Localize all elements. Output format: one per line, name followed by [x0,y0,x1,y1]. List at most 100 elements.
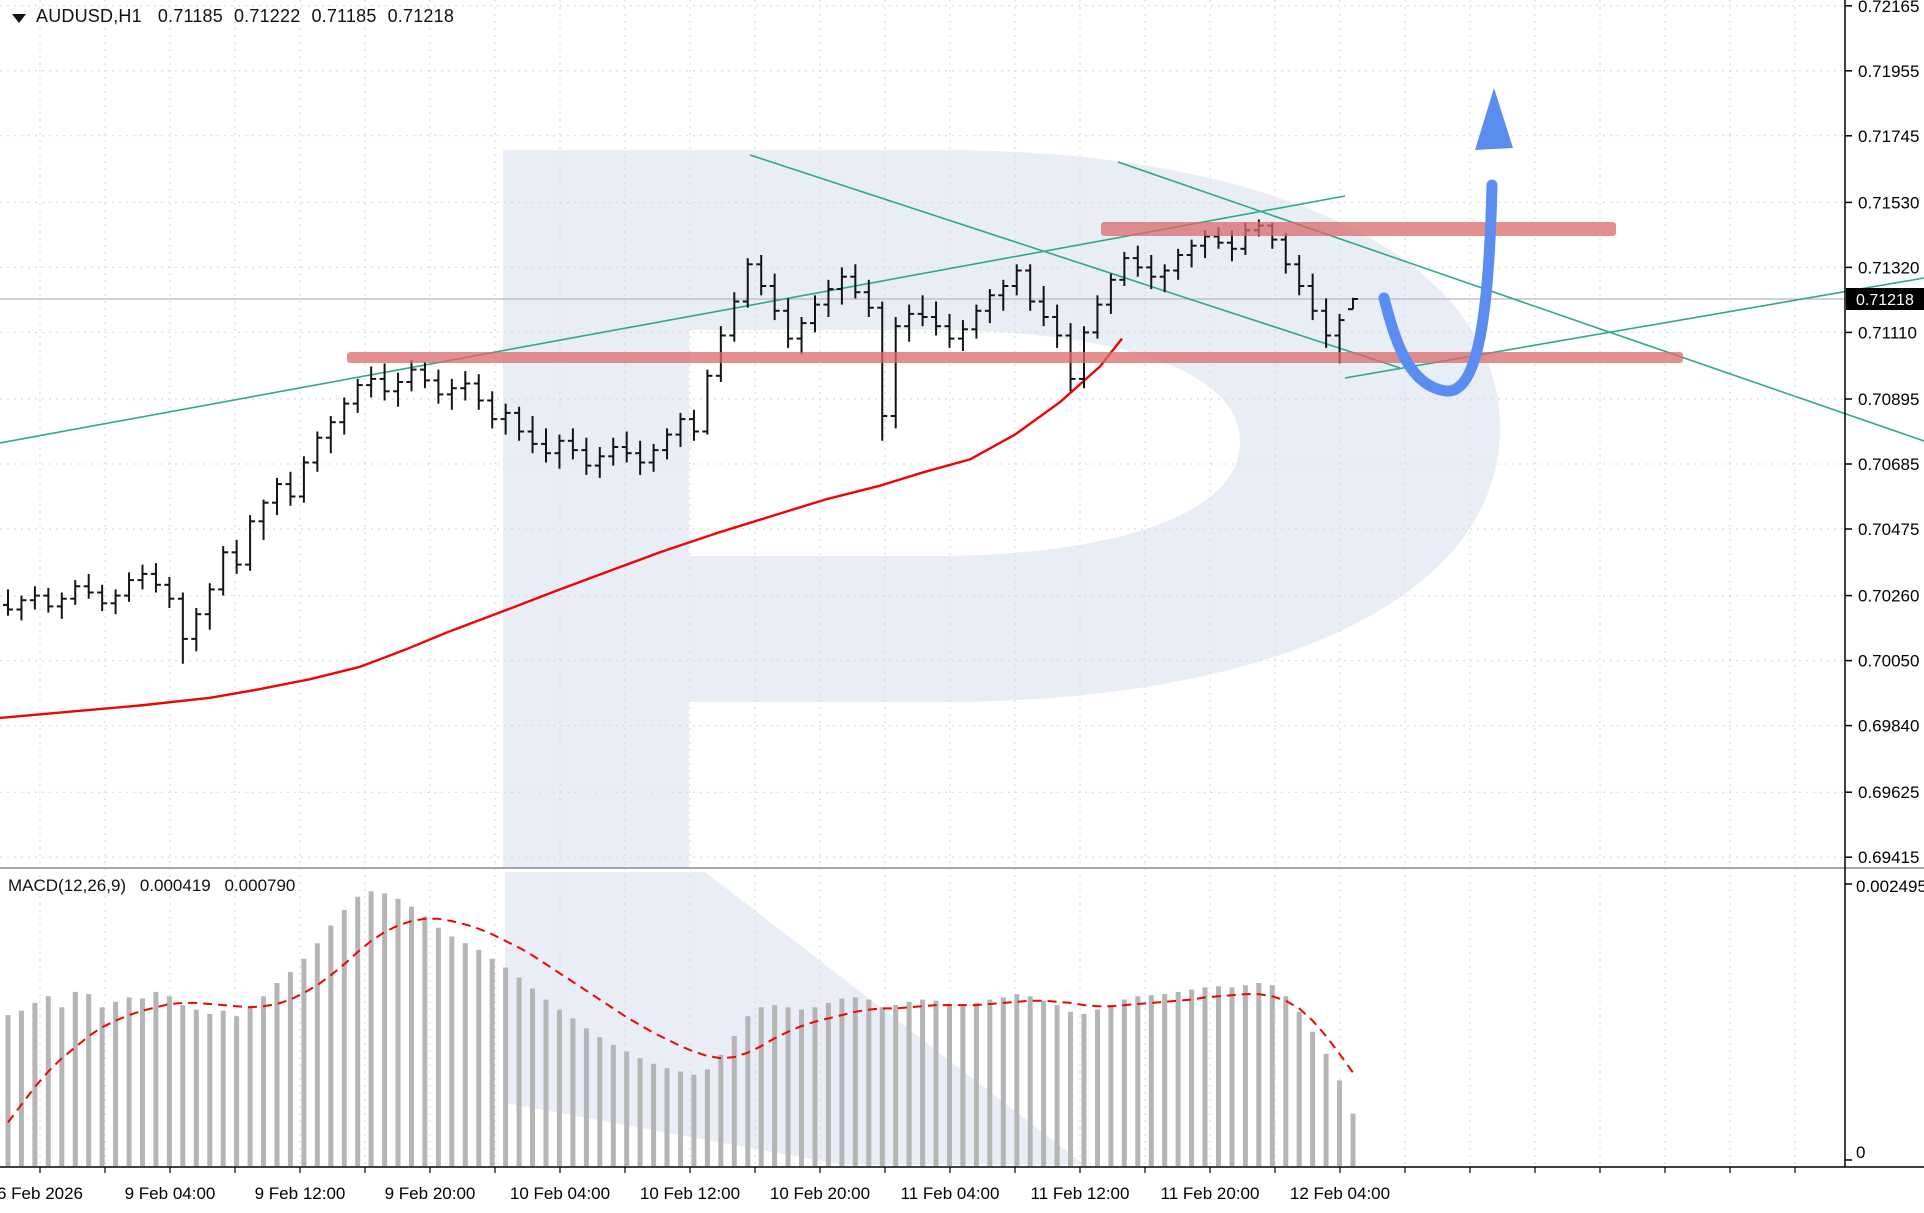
macd-bar [99,1007,105,1166]
trendline[interactable] [0,195,1346,444]
macd-bar [1310,1031,1316,1166]
macd-bar [207,1014,213,1166]
macd-bar [72,991,78,1166]
trendline[interactable] [1117,161,1924,442]
macd-bar [893,1005,899,1166]
macd-bar [852,997,858,1166]
price-tick-label: 0.71745 [1858,127,1919,146]
ohlc-bar [272,477,282,516]
ohlc-bar [1119,251,1130,286]
ohlc-bar [756,255,767,296]
macd-bar [328,925,334,1166]
macd-bar [247,1007,253,1166]
macd-bar [1269,985,1275,1166]
ohlc-bar [931,301,942,336]
ohlc-bar [823,279,834,317]
ohlc-bar [298,456,309,503]
ohlc-bar [56,592,67,619]
macd-bar [1027,996,1033,1166]
ohlc-bar [541,428,551,463]
ohlc-bar [70,580,81,605]
ohlc-bars [3,219,1358,664]
trendline[interactable] [749,154,1401,369]
macd-bar [866,999,872,1166]
price-axis[interactable]: 0.72165 0.71955 0.71745 0.71530 0.71320 0.711… [1844,0,1924,1167]
ohlc-bar [191,608,202,652]
ohlc-bar [83,573,94,599]
macd-bar [1135,996,1141,1166]
ohlc-bar [1132,245,1143,277]
macd-top-label: 0.002495 [1856,877,1924,896]
chart-dropdown-icon[interactable] [12,13,26,23]
ohlc-bar [1038,286,1049,327]
price-tick-label: 0.71955 [1858,62,1919,81]
ohlc-bar [742,258,753,308]
macd-bar [812,1007,818,1166]
macd-bar [745,1016,751,1166]
time-axis[interactable]: 6 Feb 2026 9 Feb 04:00 9 Feb 12:00 9 Feb 20… [0,1166,1924,1203]
macd-bar [1175,991,1181,1166]
macd-indicator-label: MACD(12,26,9) 0.000419 0.000790 [8,876,304,896]
macd-bar [32,1002,38,1166]
symbol-period-label: AUDUSD,H1 [36,6,142,26]
macd-bar [597,1037,603,1166]
price-tick-label: 0.69625 [1858,783,1919,802]
macd-bar [543,999,549,1166]
time-tick-label: 9 Feb 04:00 [125,1184,216,1203]
ohlc-bar [621,431,632,463]
ohlc-bar [1348,297,1358,311]
ohlc-bar [1186,239,1197,268]
open-value: 0.71185 [157,6,223,26]
macd-bar [476,949,482,1166]
macd-bar [1095,1009,1100,1166]
macd-bar [516,977,522,1166]
macd-bar [45,996,51,1166]
ohlc-bar [675,412,686,447]
ohlc-bar [984,289,995,324]
macd-bar [1229,987,1235,1166]
up-arrow-annotation[interactable] [1378,88,1513,397]
ohlc-bar [1105,273,1116,314]
ohlc-bar [393,372,404,407]
ma-line[interactable] [0,337,1123,720]
macd-bar [731,1036,737,1166]
ohlc-bar [500,403,511,435]
macd-bar [556,1009,562,1166]
price-tick-label: 0.71320 [1858,258,1919,277]
macd-bar [166,996,172,1166]
low-value: 0.71185 [311,6,377,26]
time-tick-label: 11 Feb 04:00 [901,1184,1000,1203]
macd-bar [624,1051,630,1166]
ohlc-bar [16,595,27,621]
macd-bar [704,1069,710,1166]
price-tick-label: 0.70895 [1858,390,1919,409]
ohlc-bar [366,366,377,398]
macd-bar [395,898,401,1166]
macd-bar [664,1068,670,1166]
support-zone[interactable] [347,352,1683,363]
macd-bar [113,1001,119,1166]
macd-bar [140,998,145,1166]
macd-bar [691,1074,697,1166]
ohlc-bar [43,587,54,613]
macd-bar [86,994,92,1166]
ohlc-bar [1146,255,1157,290]
macd-bar [261,996,266,1166]
macd-bar [1014,994,1020,1166]
macd-bar [1081,1014,1087,1166]
macd-bar [435,927,441,1166]
ohlc-bar [1159,264,1170,293]
time-tick-label: 12 Feb 04:00 [1290,1184,1390,1203]
macd-bar [1256,983,1262,1166]
macd-signal-line[interactable] [7,917,1354,1124]
macd-bar [153,991,159,1166]
macd-bar [960,1005,966,1166]
ohlc-bar [473,374,484,410]
macd-bar [126,997,132,1166]
ohlc-bar [917,295,928,327]
close-value: 0.71218 [387,6,455,26]
macd-bar [772,1005,778,1166]
ohlc-bar [433,369,444,404]
resistance-zone[interactable] [1101,222,1616,236]
